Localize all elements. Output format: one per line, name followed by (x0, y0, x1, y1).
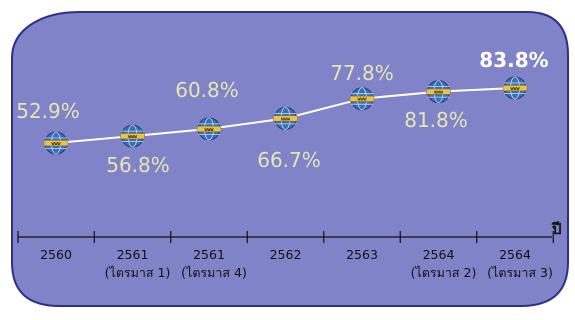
x-tick-label: 2564 (499, 247, 531, 262)
x-tick-layer: 2560 2561 (ไตรมาส 1) 2561 (ไตรมาส 4) 2562 2563… (17, 231, 554, 280)
x-tick-label: 2562 (270, 247, 302, 262)
marker-layer: www www www www www www www (43, 76, 528, 155)
globe-www-icon: www (196, 117, 222, 141)
x-tick-label: (ไตรมาส 2) (411, 265, 477, 280)
x-tick-label: 2563 (346, 247, 378, 262)
globe-www-icon: www (120, 124, 145, 148)
data-label: 77.8% (330, 61, 394, 85)
data-label: 52.9% (16, 99, 80, 123)
data-label: 83.8% (479, 48, 548, 72)
svg-text:www: www (128, 134, 138, 140)
svg-text:www: www (51, 141, 61, 147)
globe-www-icon: www (426, 80, 451, 104)
data-label: 56.8% (106, 153, 170, 177)
x-axis: ปี (18, 220, 562, 238)
data-label-layer: 52.9% 56.8% 60.8% 66.7% 77.8% 81.8% 83.8% (16, 48, 548, 177)
x-tick-label: 2561 (193, 247, 225, 262)
x-tick-label: (ไตรมาส 1) (105, 265, 171, 280)
svg-text:www: www (357, 97, 367, 103)
svg-text:www: www (204, 127, 214, 133)
data-label: 66.7% (257, 148, 321, 172)
data-label: 60.8% (175, 78, 239, 102)
x-tick-label: 2561 (117, 247, 149, 262)
x-axis-unit-label: ปี (551, 220, 561, 238)
x-tick-label: (ไตรมาส 3) (487, 265, 553, 280)
svg-text:www: www (434, 90, 444, 96)
x-tick-label: 2560 (40, 247, 72, 262)
data-label: 81.8% (404, 108, 468, 132)
globe-www-icon: www (502, 76, 528, 100)
x-tick-label: (ไตรมาส 4) (181, 265, 247, 280)
globe-www-icon: www (349, 87, 375, 111)
svg-text:www: www (510, 86, 520, 92)
x-tick-label: 2564 (423, 247, 455, 262)
globe-www-icon: www (43, 131, 69, 155)
svg-text:www: www (281, 116, 291, 122)
globe-www-icon: www (273, 106, 298, 130)
